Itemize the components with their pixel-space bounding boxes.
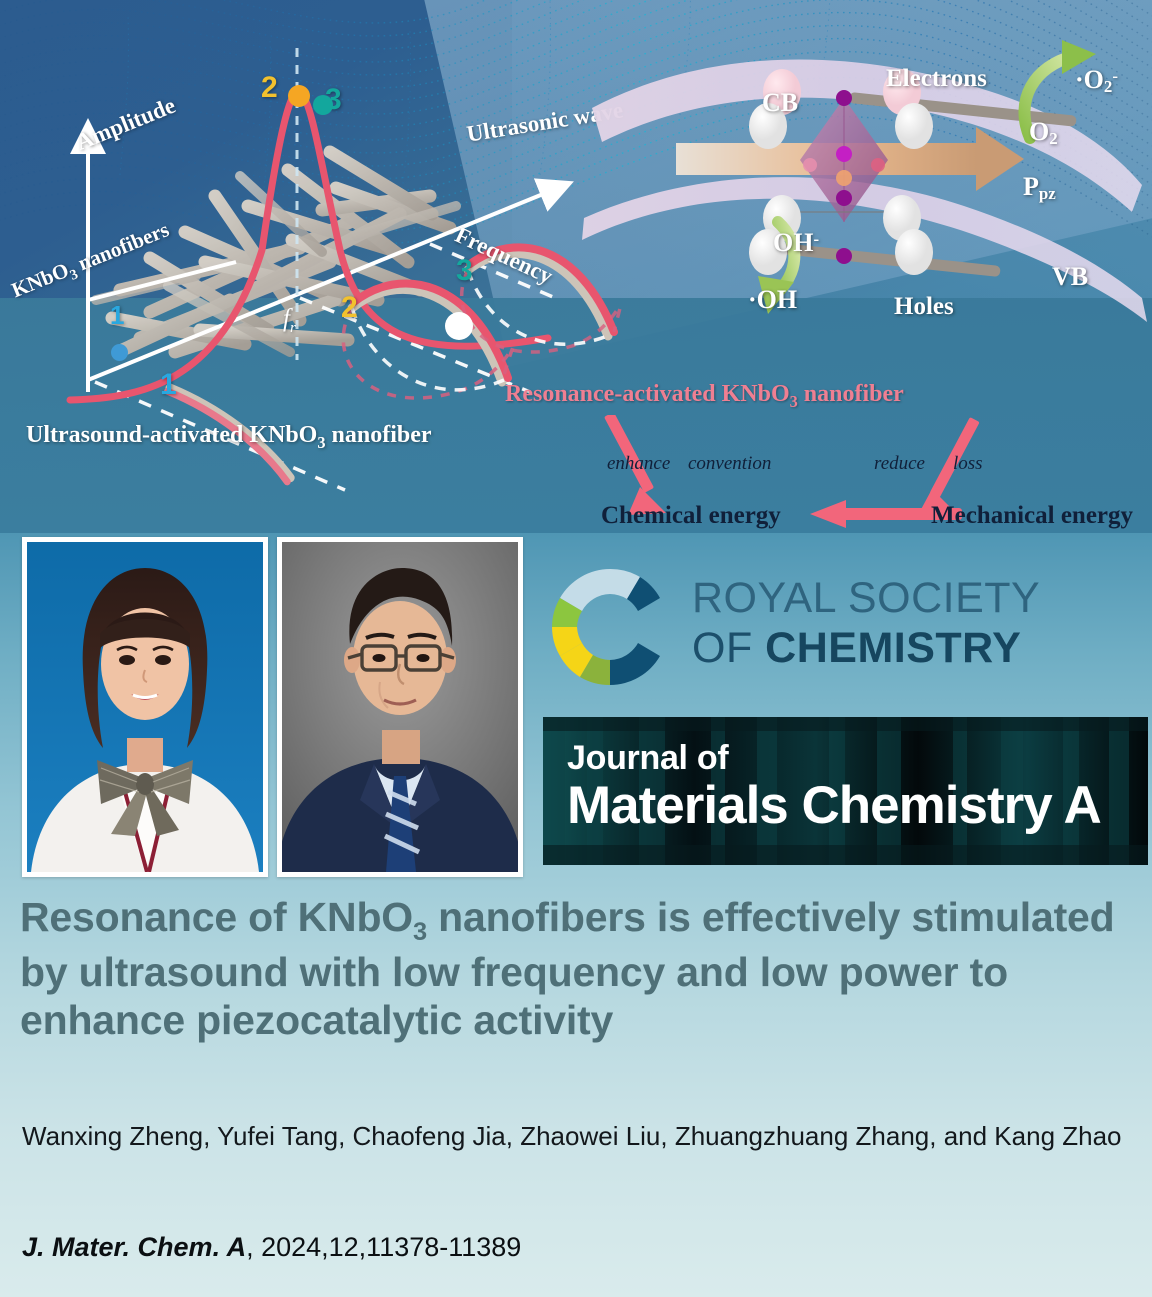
annotation-reduce: reduce: [874, 453, 925, 474]
piezo-polarization-label: Ppz: [1023, 172, 1056, 204]
article-title: Resonance of KNbO3 nanofibers is effecti…: [20, 893, 1140, 1045]
resonance-activated-caption: Resonance-activated KNbO3 nanofiber: [505, 381, 904, 411]
holes-label: Holes: [894, 293, 954, 320]
rsc-wordmark: ROYAL SOCIETY OF CHEMISTRY: [692, 577, 1040, 670]
plot-marker-2-fiber: 2: [341, 291, 358, 324]
hydroxyl-radical-label: ·OH: [748, 285, 798, 314]
graphical-abstract: Amplitude Frequency KNbO3 nanofibers Ult…: [0, 0, 1152, 533]
journal-banner: Journal of Materials Chemistry A: [543, 717, 1148, 865]
journal-line-2: Materials Chemistry A: [567, 776, 1102, 835]
superoxide-radical-label: ·O2-: [1075, 65, 1118, 97]
energy-conversion-arrows: [560, 412, 1152, 533]
electrons-label: Electrons: [886, 65, 987, 92]
rsc-line-1: ROYAL SOCIETY: [692, 574, 1041, 622]
title-part-1: Resonance of KNbO: [20, 894, 413, 940]
annotation-enhance: enhance: [607, 453, 671, 474]
journal-banner-texture: [543, 717, 1148, 865]
author-photo-1: [22, 537, 268, 877]
plot-marker-1-top: 1: [110, 300, 125, 330]
band-structure-schematic: [572, 0, 1152, 340]
journal-title: Journal of Materials Chemistry A: [567, 739, 1102, 835]
citation-volume-pages: , 2024,12,11378-11389: [246, 1232, 522, 1262]
mechanical-energy-label: Mechanical energy: [931, 502, 1134, 529]
journal-line-1: Journal of: [567, 739, 729, 777]
plot-point-3-dot: [313, 95, 333, 115]
citation-journal: J. Mater. Chem. A: [22, 1232, 247, 1262]
plot-marker-2-top: 2: [261, 71, 278, 104]
plot-point-2-dot: [288, 85, 310, 107]
title-subscript: 3: [413, 917, 427, 946]
annotation-convention: convention: [688, 453, 772, 474]
plot-marker-3-fiber: 3: [456, 254, 473, 287]
ultrasound-activated-caption: Ultrasound-activated KNbO3 nanofiber: [26, 422, 432, 452]
resonance-frequency-label: fr: [283, 305, 296, 336]
annotation-loss: loss: [953, 453, 983, 474]
chemical-energy-label: Chemical energy: [601, 502, 781, 529]
conduction-band-label: CB: [762, 88, 799, 117]
author-photo-2: [277, 537, 523, 877]
valence-band-label: VB: [1052, 262, 1089, 291]
article-authors: Wanxing Zheng, Yufei Tang, Chaofeng Jia,…: [22, 1121, 1122, 1151]
plot-marker-1-fiber: 1: [160, 368, 177, 401]
rsc-of: OF: [692, 624, 766, 672]
hydroxide-label: OH-: [773, 228, 820, 257]
rsc-chemistry: CHEMISTRY: [765, 624, 1022, 672]
rsc-c-mark-icon: [540, 557, 680, 697]
cavitation-bubble-dot: [445, 312, 473, 340]
resonance-plot: [0, 0, 622, 533]
rsc-line-2: OF CHEMISTRY: [692, 627, 1040, 670]
royal-society-of-chemistry-logo: ROYAL SOCIETY OF CHEMISTRY: [540, 553, 1140, 701]
title-part-2: nanofibers is effectively stimulated by …: [20, 894, 1115, 1044]
plot-point-1-dot: [111, 344, 128, 361]
oxygen-label: O2: [1029, 117, 1058, 149]
article-citation: J. Mater. Chem. A, 2024,12,11378-11389: [22, 1232, 521, 1263]
